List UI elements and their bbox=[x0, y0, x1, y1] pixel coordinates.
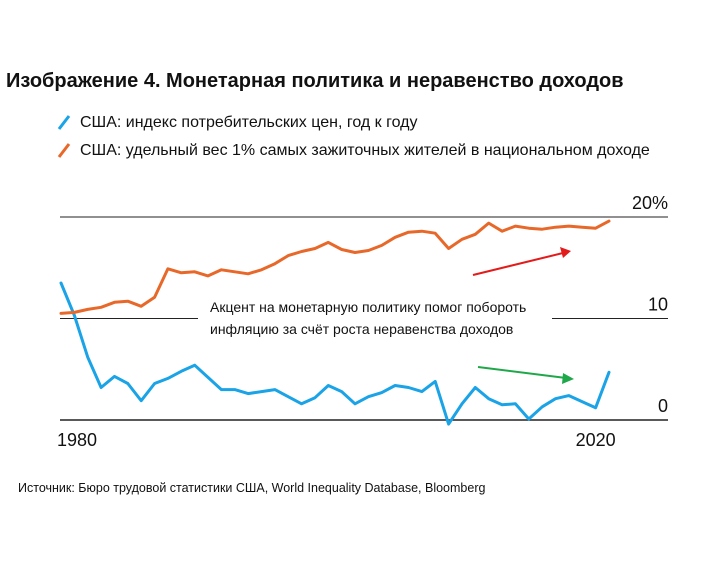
x-tick-label: 1980 bbox=[57, 430, 97, 450]
x-tick-label: 2020 bbox=[576, 430, 616, 450]
legend-swatch-top1 bbox=[57, 143, 71, 158]
series-line-cpi bbox=[59, 281, 611, 426]
chart-plot: 0 10 20% Акцент на монетарную политику пом… bbox=[57, 193, 668, 450]
legend-label-cpi: США: индекс потребительских цен, год к г… bbox=[80, 114, 418, 131]
y-tick-label: 20% bbox=[632, 193, 668, 213]
annotation-line-1: Акцент на монетарную политику помог побо… bbox=[210, 299, 526, 315]
series-line-top1 bbox=[59, 219, 611, 315]
annotation-line-2: инфляцию за счёт роста неравенства доход… bbox=[210, 321, 513, 337]
y-tick-label: 0 bbox=[658, 396, 668, 416]
source-note: Источник: Бюро трудовой статистики США, … bbox=[18, 481, 486, 495]
legend-swatch-cpi bbox=[57, 115, 71, 130]
legend-item-top1: США: удельный вес 1% самых зажиточных жи… bbox=[56, 141, 650, 161]
down-arrow bbox=[477, 366, 574, 384]
legend-item-cpi: США: индекс потребительских цен, год к г… bbox=[56, 113, 417, 133]
y-tick-label: 10 bbox=[648, 295, 668, 315]
chart-title: Изображение 4. Монетарная политика и нер… bbox=[6, 70, 624, 92]
up-arrow bbox=[472, 247, 571, 276]
legend-label-top1: США: удельный вес 1% самых зажиточных жи… bbox=[80, 142, 650, 159]
annotation-background bbox=[198, 296, 552, 344]
